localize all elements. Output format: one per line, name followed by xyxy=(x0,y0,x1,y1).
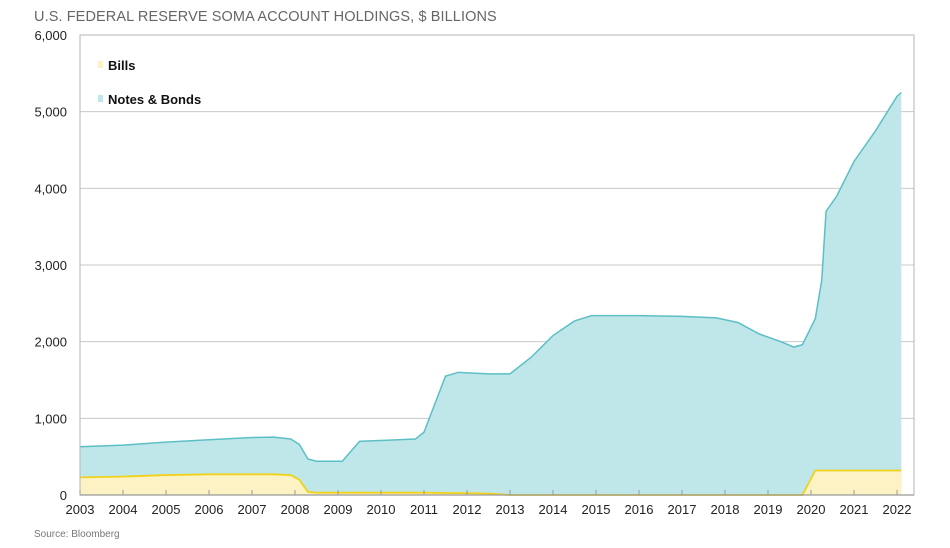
x-tick-label: 2006 xyxy=(195,502,224,517)
legend-swatch-bills xyxy=(98,61,103,68)
chart-source: Source: Bloomberg xyxy=(34,529,120,540)
x-tick-label: 2019 xyxy=(754,502,783,517)
x-tick-label: 2012 xyxy=(453,502,482,517)
y-tick-label: 1,000 xyxy=(34,411,67,426)
x-tick-label: 2008 xyxy=(281,502,310,517)
y-tick-label: 2,000 xyxy=(34,335,67,350)
x-tick-label: 2004 xyxy=(109,502,138,517)
y-tick-label: 6,000 xyxy=(34,28,67,43)
y-tick-label: 0 xyxy=(60,488,67,503)
x-tick-label: 2016 xyxy=(625,502,654,517)
x-tick-label: 2007 xyxy=(238,502,267,517)
x-tick-label: 2014 xyxy=(539,502,568,517)
x-tick-label: 2020 xyxy=(797,502,826,517)
x-tick-label: 2005 xyxy=(152,502,181,517)
x-tick-label: 2021 xyxy=(840,502,869,517)
y-tick-label: 3,000 xyxy=(34,258,67,273)
x-tick-label: 2010 xyxy=(367,502,396,517)
y-tick-label: 4,000 xyxy=(34,181,67,196)
x-tick-label: 2009 xyxy=(324,502,353,517)
x-tick-label: 2022 xyxy=(883,502,912,517)
x-tick-label: 2013 xyxy=(496,502,525,517)
x-tick-label: 2015 xyxy=(582,502,611,517)
legend-swatch-notes-bonds xyxy=(98,95,103,102)
x-tick-label: 2011 xyxy=(410,502,438,517)
legend-label-notes-bonds: Notes & Bonds xyxy=(108,92,201,107)
x-tick-label: 2017 xyxy=(668,502,697,517)
chart-title: U.S. FEDERAL RESERVE SOMA ACCOUNT HOLDIN… xyxy=(34,9,497,25)
legend-label-bills: Bills xyxy=(108,58,135,73)
notes-bonds-area xyxy=(80,92,902,495)
x-tick-label: 2003 xyxy=(66,502,95,517)
y-tick-label: 5,000 xyxy=(34,105,67,120)
x-tick-label: 2018 xyxy=(711,502,740,517)
bills-area xyxy=(80,470,902,495)
notes-bonds-line xyxy=(79,91,902,463)
